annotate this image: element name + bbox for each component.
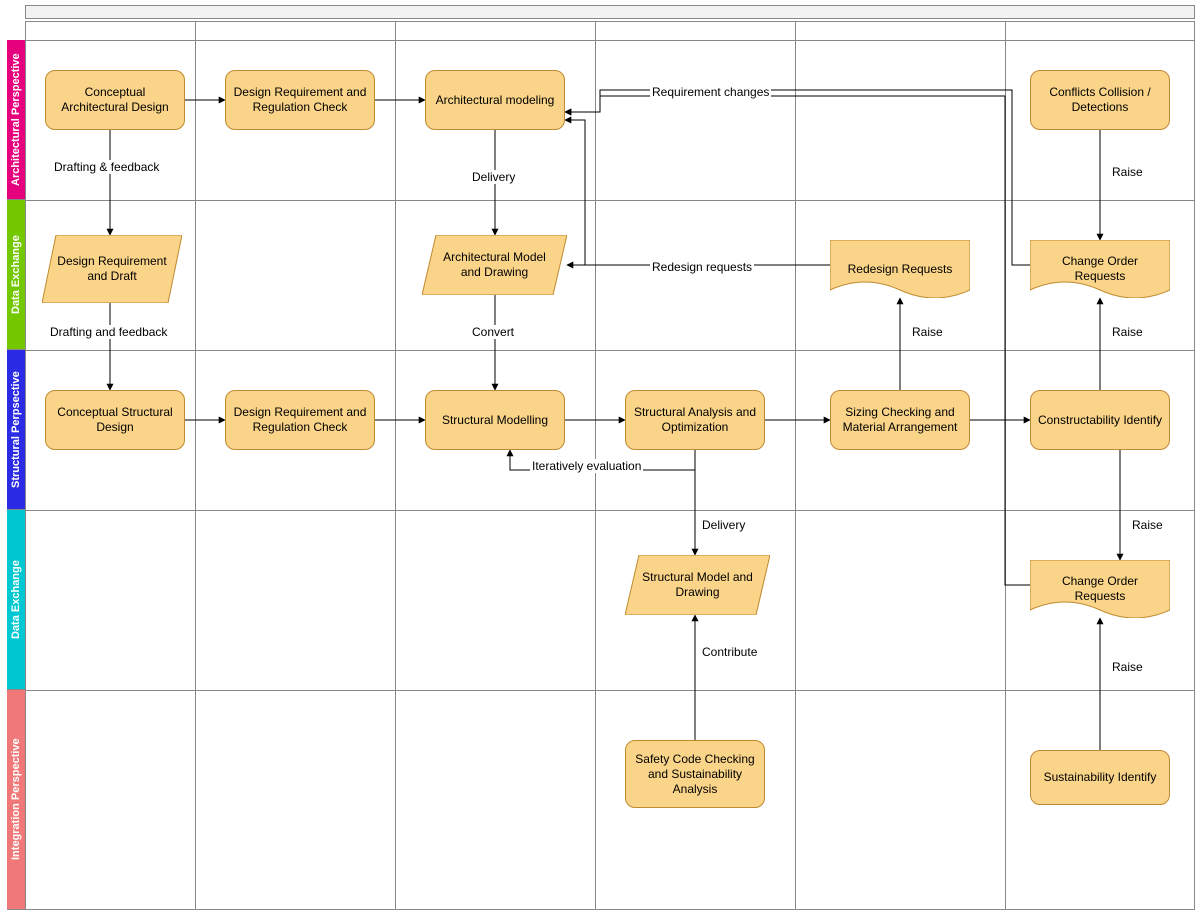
data-node: Architectural Model and Drawing xyxy=(422,235,567,295)
document-node: Redesign Requests xyxy=(830,240,970,298)
grid-row-sep xyxy=(25,40,1195,41)
edge-label: Requirement changes xyxy=(650,85,771,99)
title-bar xyxy=(25,5,1195,19)
grid-col-sep xyxy=(395,21,396,910)
process-node: Conceptual Architectural Design xyxy=(45,70,185,130)
edge-label: Drafting and feedback xyxy=(48,325,169,339)
edge-label: Iteratively evaluation xyxy=(530,459,643,473)
grid-row-sep xyxy=(25,350,1195,351)
data-node: Design Requirement and Draft xyxy=(42,235,182,303)
grid-row-sep xyxy=(25,690,1195,691)
row-header: Structural Perpsective xyxy=(7,350,25,510)
process-node: Structural Modelling xyxy=(425,390,565,450)
grid-col-sep xyxy=(195,21,196,910)
grid-row-sep xyxy=(25,510,1195,511)
edge-label: Contribute xyxy=(700,645,759,659)
row-header: Data Exchange xyxy=(7,510,25,690)
process-node: Structural Analysis and Optimization xyxy=(625,390,765,450)
process-node: Conceptual Structural Design xyxy=(45,390,185,450)
process-node: Constructability Identify xyxy=(1030,390,1170,450)
document-node: Change Order Requests xyxy=(1030,240,1170,298)
process-node: Conflicts Collision / Detections xyxy=(1030,70,1170,130)
row-header: Integration Perspective xyxy=(7,690,25,910)
node-label: Change Order Requests xyxy=(1030,574,1170,604)
edge-label: Convert xyxy=(470,325,516,339)
node-label: Structural Model and Drawing xyxy=(625,570,770,600)
edge-label: Redesign requests xyxy=(650,260,754,274)
node-label: Architectural Model and Drawing xyxy=(422,250,567,280)
node-label: Change Order Requests xyxy=(1030,254,1170,284)
edge-label: Raise xyxy=(1110,660,1145,674)
edge-label: Raise xyxy=(1130,518,1165,532)
process-node: Design Requirement and Regulation Check xyxy=(225,390,375,450)
process-node: Sustainability Identify xyxy=(1030,750,1170,805)
row-header: Architectural Perspective xyxy=(7,40,25,200)
data-node: Structural Model and Drawing xyxy=(625,555,770,615)
grid-col-sep xyxy=(1005,21,1006,910)
node-label: Design Requirement and Draft xyxy=(42,254,182,284)
edge-label: Raise xyxy=(1110,165,1145,179)
edge-label: Delivery xyxy=(700,518,747,532)
edge-label: Delivery xyxy=(470,170,517,184)
diagram-canvas: Conceptual DesignPreliminary EvaluationD… xyxy=(0,0,1200,920)
edge-label: Raise xyxy=(910,325,945,339)
edge-label: Raise xyxy=(1110,325,1145,339)
row-header: Data Exchange xyxy=(7,200,25,350)
edge-label: Drafting & feedback xyxy=(52,160,161,174)
grid-row-sep xyxy=(25,200,1195,201)
process-node: Design Requirement and Regulation Check xyxy=(225,70,375,130)
process-node: Sizing Checking and Material Arrangement xyxy=(830,390,970,450)
node-label: Redesign Requests xyxy=(840,262,961,277)
process-node: Safety Code Checking and Sustainability … xyxy=(625,740,765,808)
grid-col-sep xyxy=(795,21,796,910)
document-node: Change Order Requests xyxy=(1030,560,1170,618)
process-node: Architectural modeling xyxy=(425,70,565,130)
